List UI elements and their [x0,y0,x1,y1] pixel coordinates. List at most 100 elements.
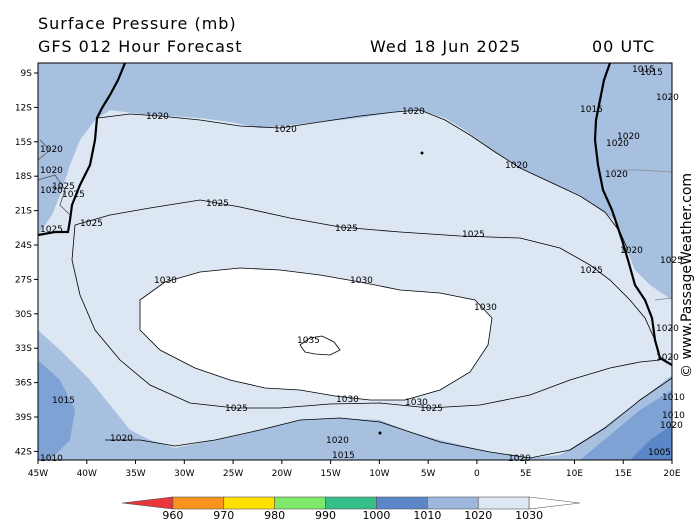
isobar-label: 1010 [662,393,685,403]
longitude-label: 30W [174,469,194,479]
longitude-label: 10E [566,469,583,479]
isobar-label: 1010 [662,411,685,421]
coastline-africa [593,63,672,366]
isobar-label: 1015 [332,451,355,461]
isobar-label: 1020 [606,139,629,149]
isobar-label: 1025 [225,404,248,414]
isobar-label: 1005 [648,448,671,458]
latitude-label: 30S [15,310,32,320]
isobar-1020-south [105,377,672,459]
isobar-label: 1020 [505,161,528,171]
longitude-label: 5E [520,469,532,479]
isobar-label: 1030 [154,276,177,286]
legend-swatch [325,496,377,510]
pressure-band-1010-southwest [38,360,75,460]
isobar-label: 1030 [405,398,428,408]
legend-swatch [376,496,428,510]
longitude-label: 20W [272,469,292,479]
map-area [38,63,672,460]
pressure-legend: 960 970 980 990 1000 1010 1020 1030 [121,496,581,522]
latitude-label: 21S [15,207,32,217]
isobar-label: 1020 [402,107,425,117]
longitude-label: 15W [320,469,340,479]
isobar-label: 1025 [52,182,75,192]
map-title: Surface Pressure (mb) [38,14,237,33]
legend-swatch [172,496,225,510]
longitude-label: 40W [77,469,97,479]
longitude-label: 15E [615,469,632,479]
latitude-label: 42S [15,447,32,457]
isobar-label: 1025 [206,199,229,209]
copyright-credit: © www.PassageWeather.com [679,173,695,378]
legend-label: 980 [264,509,285,522]
isobar-label: 1025 [80,219,103,229]
longitude-label: 0 [474,469,480,479]
legend-label: 1010 [413,509,441,522]
latitude-label: 12S [15,103,32,113]
isobar-label: 1020 [110,434,133,444]
isobar-label: 1020 [617,132,640,142]
isobar-label: 1035 [297,336,320,346]
isobar-label: 1020 [40,186,63,196]
longitude-label: 35W [125,469,145,479]
legend-label: 970 [213,509,234,522]
credit-text: © www.PassageWeather.com [679,173,695,378]
isobar-label: 1010 [40,454,63,464]
legend-swatch [477,496,530,510]
isobar-label: 1020 [620,246,643,256]
isobar-label: 1025 [40,225,63,235]
longitude-label: 5W [421,469,436,479]
isobar-label: 1030 [350,276,373,286]
isobar-1025-south [71,224,661,409]
isobar-label: 1025 [420,404,443,414]
latitude-label: 15S [15,138,32,148]
latitude-label: 24S [15,241,32,251]
isobar-label: 1025 [580,266,603,276]
isobar-label: 1015 [640,68,663,78]
longitude-axis: 45W 40W 35W 30W 25W 20W 15W 10W 5W 0 5E 10E 15E 20E [28,460,681,479]
isobar-label: 1020 [656,324,679,334]
coastline-brazil-interior [38,139,71,216]
isobar-1025 [74,199,661,361]
legend-label: 1020 [464,509,492,522]
forecast-date: Wed 18 Jun 2025 [370,37,522,56]
island-st-helena [420,151,424,155]
latitude-label: 18S [15,172,32,182]
forecast-time: 00 UTC [592,37,656,56]
isobar-labels: 1020 1020 1020 1020 1015 1015 1020 1020 … [40,65,685,464]
map-frame [37,62,673,461]
isobar-label: 1025 [660,256,683,266]
pressure-band-1015-north [38,63,672,300]
legend-label: 960 [162,509,183,522]
isobar-label: 1020 [605,170,628,180]
isobar-label: 1020 [656,93,679,103]
pressure-band-1015-south [270,440,400,460]
isobar-label: 1020 [660,421,683,431]
island-gough [378,431,382,435]
isobar-label: 1020 [146,112,169,122]
latitude-axis: 9S 12S 15S 18S 21S 24S 27S 30S 33S 36S 39S 42S [15,69,38,457]
isobar-1020-north [97,109,629,251]
isobar-label: 1020 [656,353,679,363]
longitude-label: 10W [369,469,389,479]
legend-swatch [223,496,275,510]
legend-swatch [274,496,326,510]
legend-label: 1000 [362,509,390,522]
latitude-label: 27S [15,275,32,285]
isobar-label: 1025 [62,190,85,200]
isobar-label: 1020 [326,436,349,446]
isobar-label: 1015 [52,396,75,406]
isobar-1035 [299,335,341,356]
isobar-label: 1025 [462,230,485,240]
isobar-label: 1020 [508,454,531,464]
legend-label: 1030 [515,509,543,522]
isobar-label: 1020 [40,145,63,155]
latitude-label: 33S [15,344,32,354]
legend-swatch [121,496,174,510]
latitude-label: 39S [15,413,32,423]
forecast-subtitle: GFS 012 Hour Forecast [38,37,243,56]
latitude-label: 36S [15,379,32,389]
pressure-band-1030-high [139,267,493,401]
pressure-band-1005-southeast [630,425,672,460]
